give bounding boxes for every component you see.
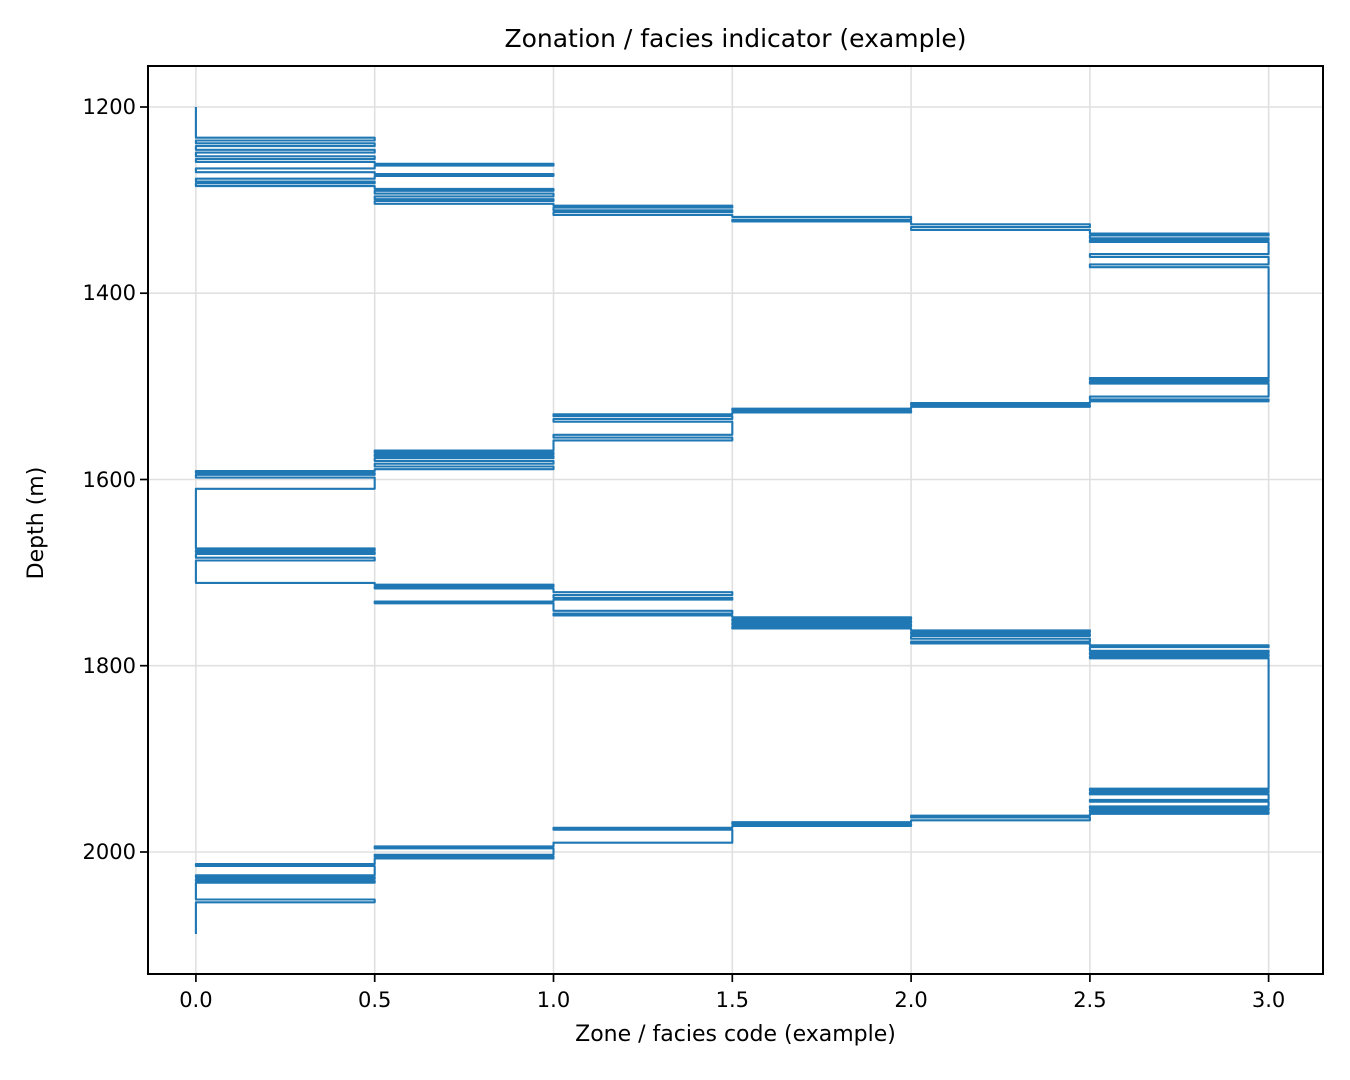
x-tick-label: 2.5 <box>1073 988 1107 1012</box>
chart-title: Zonation / facies indicator (example) <box>504 24 967 53</box>
step-line <box>194 107 1270 934</box>
y-tick-label: 1600 <box>82 467 136 492</box>
x-tick-label: 0.5 <box>357 988 392 1012</box>
y-tick-label: 2000 <box>82 840 136 864</box>
y-axis-label: Depth (m) <box>24 466 49 580</box>
x-tick-label: 1.5 <box>715 988 749 1012</box>
y-tick-label: 1400 <box>82 281 136 306</box>
axes-frame <box>147 65 1324 975</box>
x-axis-label: Zone / facies code (example) <box>575 1022 896 1047</box>
y-tick-label: 1200 <box>82 95 136 119</box>
x-tick-label: 3.0 <box>1251 988 1286 1012</box>
x-tick-label: 0.0 <box>179 988 213 1012</box>
x-tick-label: 2.0 <box>894 988 928 1012</box>
y-tick-label: 1800 <box>82 653 136 678</box>
x-tick-label: 1.0 <box>536 988 571 1012</box>
